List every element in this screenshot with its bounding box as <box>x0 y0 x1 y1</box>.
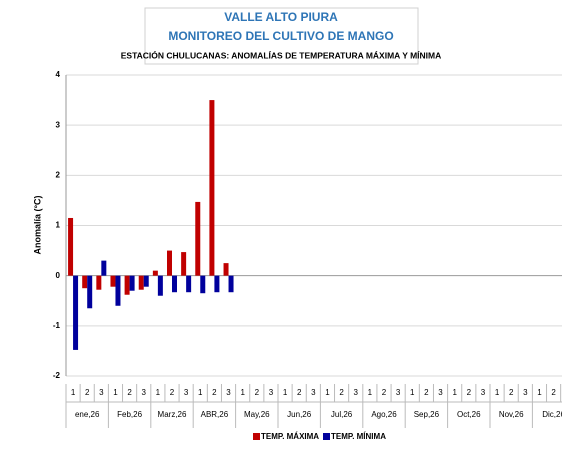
chart-title: VALLE ALTO PIURA <box>224 10 338 24</box>
x-tick-label: 2 <box>297 388 302 397</box>
group-label: Nov,26 <box>499 410 524 419</box>
x-tick-label: 3 <box>438 388 443 397</box>
x-tick-label: 1 <box>113 388 118 397</box>
bar <box>223 263 229 276</box>
bar <box>129 275 135 291</box>
x-tick-label: 2 <box>467 388 472 397</box>
title-box <box>144 7 419 65</box>
bar <box>195 201 201 276</box>
group-label: Feb,26 <box>117 410 142 419</box>
y-tick-label: 3 <box>56 120 61 129</box>
x-tick-label: 2 <box>212 388 217 397</box>
x-tick-label: 3 <box>523 388 528 397</box>
x-tick-label: 1 <box>495 388 500 397</box>
group-label: ABR,26 <box>201 410 229 419</box>
x-tick-label: 1 <box>156 388 161 397</box>
bar <box>115 275 121 306</box>
y-tick-label: -1 <box>53 321 61 330</box>
x-tick-label: 1 <box>240 388 245 397</box>
bar <box>228 275 234 293</box>
y-tick-label: 1 <box>56 221 61 230</box>
x-tick-label: 2 <box>85 388 90 397</box>
bar <box>157 275 163 296</box>
group-label: Dic,26 <box>542 410 562 419</box>
bar <box>152 270 158 276</box>
legend-label: TEMP. MÍNIMA <box>331 432 386 441</box>
bar <box>143 275 149 287</box>
x-tick-label: 3 <box>354 388 359 397</box>
x-tick-label: 3 <box>269 388 274 397</box>
y-tick-label: 4 <box>56 70 61 79</box>
x-tick-label: 1 <box>410 388 415 397</box>
bar <box>138 275 144 290</box>
x-tick-label: 2 <box>170 388 175 397</box>
group-label: Ago,26 <box>371 410 397 419</box>
x-tick-label: 1 <box>198 388 203 397</box>
bar <box>200 275 206 294</box>
x-tick-label: 1 <box>325 388 330 397</box>
x-tick-label: 1 <box>283 388 288 397</box>
bar <box>96 275 102 290</box>
x-tick-label: 2 <box>424 388 429 397</box>
bar <box>209 100 215 276</box>
bar <box>68 217 74 276</box>
y-tick-label: 0 <box>56 271 61 280</box>
bar <box>181 252 187 276</box>
x-tick-label: 2 <box>255 388 260 397</box>
group-label: Oct,26 <box>457 410 481 419</box>
x-tick-label: 3 <box>396 388 401 397</box>
x-tick-label: 2 <box>127 388 132 397</box>
x-tick-label: 2 <box>382 388 387 397</box>
chart-caption: ESTACIÓN CHULUCANAS: ANOMALÍAS DE TEMPER… <box>121 49 441 60</box>
y-tick-label: 2 <box>56 170 61 179</box>
y-axis-label: Anomalía (°C) <box>32 195 42 254</box>
x-tick-label: 3 <box>311 388 316 397</box>
bar <box>73 275 79 350</box>
group-label: Jun,26 <box>287 410 312 419</box>
legend-swatch <box>323 433 330 440</box>
bar <box>82 275 88 289</box>
group-label: ene,26 <box>75 410 100 419</box>
x-tick-label: 1 <box>71 388 76 397</box>
bar <box>87 275 93 309</box>
group-label: Jul,26 <box>331 410 353 419</box>
x-tick-label: 3 <box>226 388 231 397</box>
bar <box>124 275 130 295</box>
x-tick-label: 3 <box>142 388 147 397</box>
x-tick-label: 3 <box>481 388 486 397</box>
x-tick-label: 1 <box>537 388 542 397</box>
legend-label: TEMP. MÁXIMA <box>261 432 319 441</box>
x-tick-label: 2 <box>339 388 344 397</box>
bar <box>101 260 107 276</box>
x-tick-label: 2 <box>509 388 514 397</box>
bar <box>186 275 192 293</box>
group-label: Sep,26 <box>414 410 440 419</box>
x-tick-label: 1 <box>452 388 457 397</box>
x-tick-label: 1 <box>368 388 373 397</box>
y-tick-label: -2 <box>53 371 61 380</box>
bar <box>214 275 220 293</box>
group-label: Marz,26 <box>158 410 187 419</box>
bar <box>172 275 177 293</box>
chart-subtitle: MONITOREO DEL CULTIVO DE MANGO <box>168 29 393 43</box>
x-tick-label: 3 <box>184 388 189 397</box>
bar <box>167 250 172 276</box>
x-tick-label: 2 <box>551 388 556 397</box>
legend-swatch <box>253 433 260 440</box>
x-tick-label: 3 <box>99 388 104 397</box>
group-label: May,26 <box>244 410 270 419</box>
bar <box>110 275 116 287</box>
